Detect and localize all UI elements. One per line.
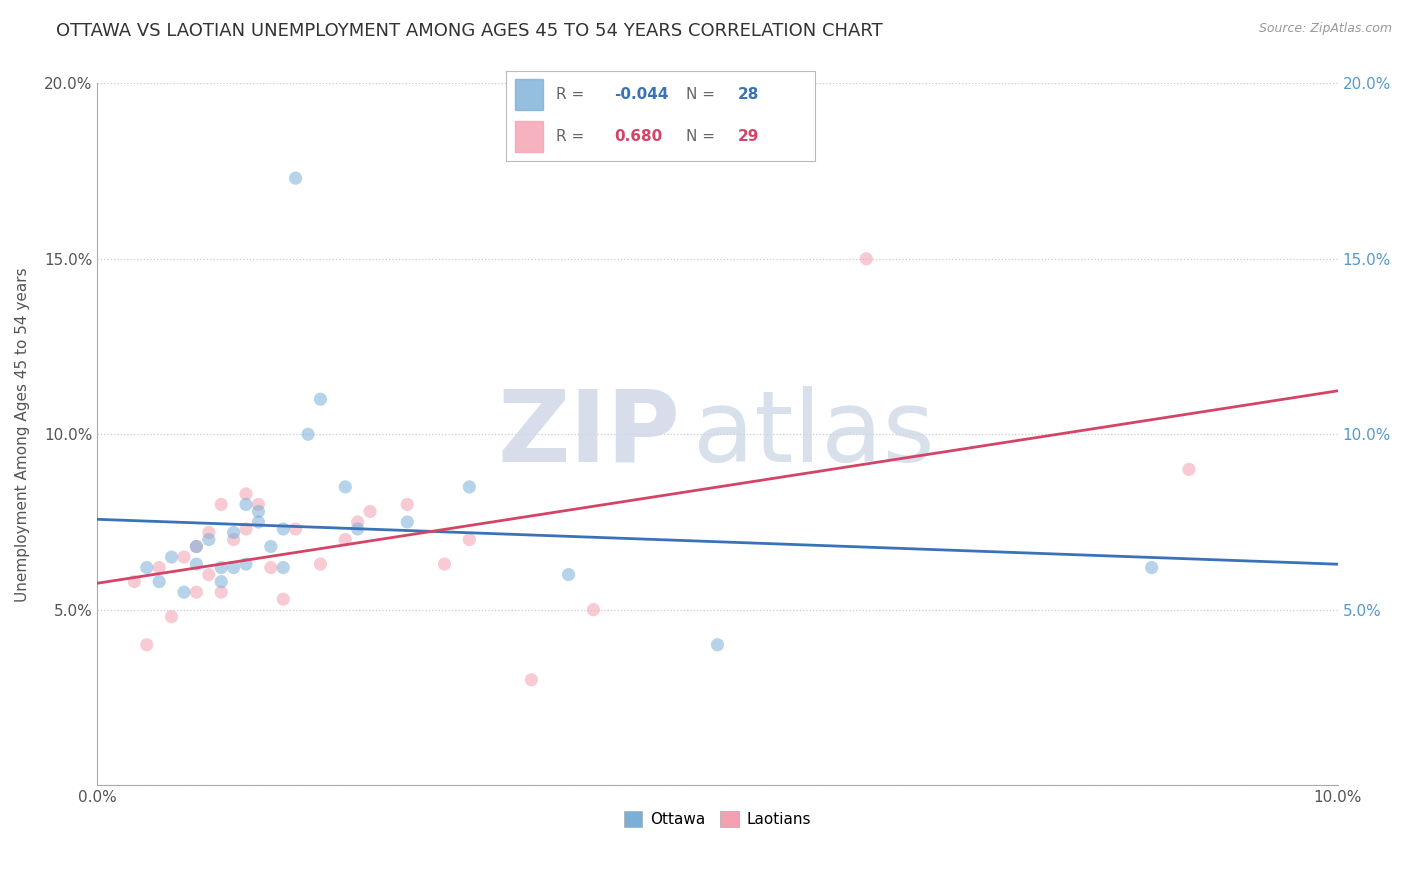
- Point: [148, 560, 170, 574]
- Point: [247, 504, 270, 518]
- Point: [186, 557, 208, 571]
- Point: [359, 504, 381, 518]
- Point: [271, 522, 294, 536]
- Point: [173, 550, 195, 565]
- Text: R =: R =: [555, 129, 589, 144]
- Text: 0.680: 0.680: [614, 129, 662, 144]
- Point: [520, 673, 543, 687]
- Text: Source: ZipAtlas.com: Source: ZipAtlas.com: [1258, 22, 1392, 36]
- Point: [148, 574, 170, 589]
- Text: R =: R =: [555, 87, 589, 102]
- Point: [284, 171, 307, 186]
- Point: [396, 498, 419, 512]
- Legend: Ottawa, Laotians: Ottawa, Laotians: [617, 805, 817, 834]
- Text: N =: N =: [686, 129, 720, 144]
- Point: [346, 515, 368, 529]
- Point: [186, 585, 208, 599]
- Point: [209, 560, 232, 574]
- Point: [309, 392, 332, 407]
- Point: [135, 560, 157, 574]
- Point: [582, 602, 605, 616]
- Point: [235, 557, 257, 571]
- Point: [396, 515, 419, 529]
- Point: [222, 533, 245, 547]
- Text: N =: N =: [686, 87, 720, 102]
- Point: [260, 560, 283, 574]
- Point: [557, 567, 579, 582]
- Point: [160, 609, 183, 624]
- Y-axis label: Unemployment Among Ages 45 to 54 years: Unemployment Among Ages 45 to 54 years: [15, 267, 30, 601]
- Text: atlas: atlas: [693, 385, 934, 483]
- Point: [271, 592, 294, 607]
- Bar: [516, 121, 543, 152]
- Point: [458, 480, 481, 494]
- Point: [124, 574, 146, 589]
- Point: [346, 522, 368, 536]
- Point: [235, 498, 257, 512]
- Point: [173, 585, 195, 599]
- Point: [335, 480, 357, 494]
- Point: [186, 540, 208, 554]
- Point: [186, 540, 208, 554]
- Point: [433, 557, 456, 571]
- Point: [222, 525, 245, 540]
- Point: [235, 487, 257, 501]
- Point: [160, 550, 183, 565]
- Point: [271, 560, 294, 574]
- Point: [135, 638, 157, 652]
- Point: [458, 533, 481, 547]
- Point: [260, 540, 283, 554]
- Point: [1140, 560, 1163, 574]
- Point: [284, 522, 307, 536]
- Point: [197, 567, 219, 582]
- Text: ZIP: ZIP: [498, 385, 681, 483]
- Point: [247, 515, 270, 529]
- Text: 28: 28: [738, 87, 759, 102]
- Text: OTTAWA VS LAOTIAN UNEMPLOYMENT AMONG AGES 45 TO 54 YEARS CORRELATION CHART: OTTAWA VS LAOTIAN UNEMPLOYMENT AMONG AGE…: [56, 22, 883, 40]
- Point: [209, 585, 232, 599]
- Point: [855, 252, 877, 266]
- Point: [209, 574, 232, 589]
- Point: [235, 522, 257, 536]
- Point: [197, 533, 219, 547]
- Point: [197, 525, 219, 540]
- Point: [309, 557, 332, 571]
- Point: [209, 498, 232, 512]
- Point: [247, 498, 270, 512]
- Point: [706, 638, 728, 652]
- Text: -0.044: -0.044: [614, 87, 669, 102]
- Point: [1178, 462, 1201, 476]
- Text: 29: 29: [738, 129, 759, 144]
- Bar: [516, 79, 543, 110]
- Point: [222, 560, 245, 574]
- Point: [297, 427, 319, 442]
- Point: [335, 533, 357, 547]
